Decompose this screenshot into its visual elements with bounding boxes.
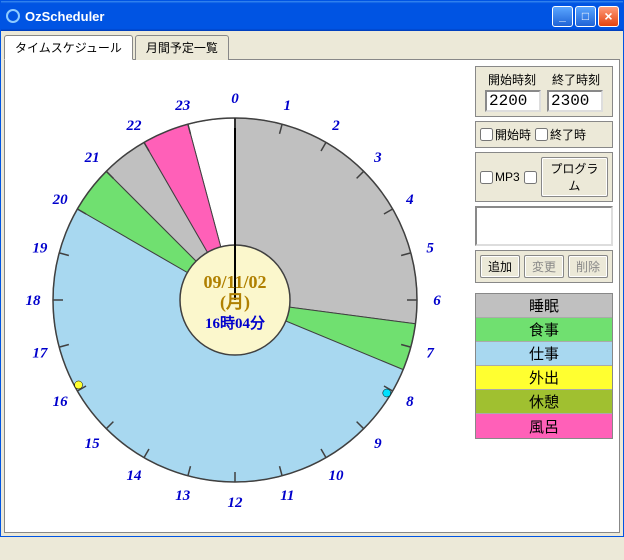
svg-text:19: 19 [32,241,48,257]
svg-text:9: 9 [374,436,382,452]
svg-text:13: 13 [175,488,191,504]
svg-text:21: 21 [84,150,100,166]
side-panel: 開始時刻 終了時刻 開始時 終了時 MP3 プログラム [469,60,619,532]
legend-item[interactable]: 休憩 [476,390,612,414]
time-group: 開始時刻 終了時刻 [475,66,613,117]
start-time-label: 開始時刻 [484,71,540,88]
tab-monthly-list[interactable]: 月間予定一覧 [135,35,229,60]
action-group: MP3 プログラム [475,152,613,202]
category-legend: 睡眠食事仕事外出休憩風呂 [475,293,613,439]
legend-item[interactable]: 外出 [476,366,612,390]
memo-textbox[interactable] [475,206,613,246]
app-icon [5,8,21,24]
svg-text:15: 15 [85,436,101,452]
titlebar[interactable]: OzScheduler _ □ × [1,1,623,31]
svg-text:23: 23 [174,98,191,114]
start-trigger-checkbox[interactable]: 開始時 [480,126,531,143]
svg-text:16時04分: 16時04分 [205,314,265,332]
svg-text:12: 12 [228,495,244,511]
add-button[interactable]: 追加 [480,255,520,278]
svg-text:2: 2 [331,118,340,134]
end-time-input[interactable] [547,90,603,112]
svg-text:09/11/02: 09/11/02 [203,272,266,292]
close-button[interactable]: × [598,6,619,27]
client-area: タイムスケジュール 月間予定一覧 01234567891011121314151… [1,31,623,536]
svg-text:6: 6 [433,293,441,309]
svg-text:16: 16 [53,394,69,410]
maximize-button[interactable]: □ [575,6,596,27]
legend-item[interactable]: 風呂 [476,414,612,438]
svg-text:5: 5 [426,241,434,257]
svg-text:14: 14 [127,468,143,484]
legend-item[interactable]: 睡眠 [476,294,612,318]
mp3-checkbox[interactable]: MP3 [480,170,520,184]
tab-strip: タイムスケジュール 月間予定一覧 [4,34,620,59]
legend-item[interactable]: 食事 [476,318,612,342]
program-button[interactable]: プログラム [541,157,608,197]
svg-text:10: 10 [329,468,345,484]
svg-text:0: 0 [231,91,239,107]
svg-text:18: 18 [26,293,42,309]
app-window: OzScheduler _ □ × タイムスケジュール 月間予定一覧 01234… [0,0,624,537]
start-time-input[interactable] [485,90,541,112]
svg-text:17: 17 [32,345,48,361]
trigger-group: 開始時 終了時 [475,121,613,148]
end-trigger-checkbox[interactable]: 終了時 [535,126,586,143]
window-title: OzScheduler [25,9,104,24]
svg-text:4: 4 [405,192,414,208]
crud-group: 追加 変更 削除 [475,250,613,283]
chart-area: 0123456789101112131415161718192021222309… [5,60,469,532]
svg-text:(月): (月) [220,292,250,313]
svg-text:22: 22 [126,118,143,134]
program-checkbox[interactable] [524,171,537,184]
tab-time-schedule[interactable]: タイムスケジュール [4,35,133,60]
svg-text:3: 3 [373,150,382,166]
svg-text:8: 8 [406,394,414,410]
end-time-label: 終了時刻 [548,71,604,88]
svg-text:11: 11 [280,488,294,504]
svg-text:7: 7 [426,345,434,361]
clock-chart: 0123456789101112131415161718192021222309… [5,60,465,560]
delete-button[interactable]: 削除 [568,255,608,278]
change-button[interactable]: 変更 [524,255,564,278]
tab-panel: 0123456789101112131415161718192021222309… [4,59,620,533]
svg-text:20: 20 [52,192,69,208]
minimize-button[interactable]: _ [552,6,573,27]
legend-item[interactable]: 仕事 [476,342,612,366]
svg-text:1: 1 [284,98,292,114]
